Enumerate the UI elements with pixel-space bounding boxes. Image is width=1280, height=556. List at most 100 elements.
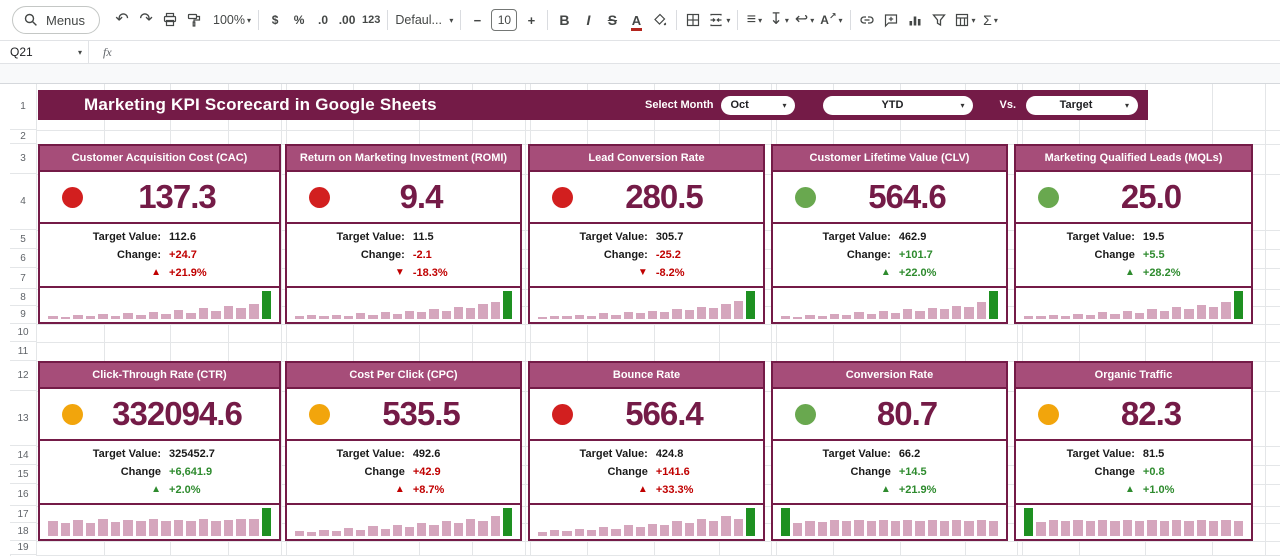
- kpi-card-9[interactable]: Conversion Rate 80.7 Target Value: 66.2 Chan…: [771, 361, 1008, 541]
- redo-button[interactable]: ↷: [134, 7, 158, 33]
- row-header-18[interactable]: 18: [10, 523, 36, 541]
- vertical-align-button[interactable]: ↧ ▾: [766, 7, 791, 33]
- target-value-row: Target Value: 492.6: [287, 445, 520, 463]
- borders-button[interactable]: [681, 7, 705, 33]
- stat-label: Target Value:: [579, 448, 648, 460]
- row-header-6[interactable]: 6: [10, 249, 36, 268]
- sparkline-bar: [1159, 311, 1169, 319]
- compare-dropdown[interactable]: Target ▾: [1026, 95, 1138, 115]
- format-percent-button[interactable]: %: [293, 13, 305, 27]
- sparkline-bar: [261, 508, 272, 536]
- kpi-card-4[interactable]: Customer Lifetime Value (CLV) 564.6 Target…: [771, 144, 1008, 324]
- kpi-card-2[interactable]: Return on Marketing Investment (ROMI) 9.4…: [285, 144, 522, 324]
- insert-chart-button[interactable]: [903, 7, 927, 33]
- row-header-12[interactable]: 12: [10, 361, 36, 391]
- sparkline-chart: [773, 505, 1006, 539]
- menus-button[interactable]: Menus: [12, 6, 101, 34]
- sparkline-bar: [611, 528, 621, 536]
- kpi-card-3[interactable]: Lead Conversion Rate 280.5 Target Value: 30…: [528, 144, 765, 324]
- menus-label: Menus: [46, 12, 86, 28]
- dashboard-banner: Marketing KPI Scorecard in Google Sheets…: [38, 90, 1148, 120]
- kpi-card-10[interactable]: Organic Traffic 82.3 Target Value: 81.5 Chan…: [1014, 361, 1253, 541]
- filter-views-button[interactable]: ▾: [951, 7, 979, 33]
- row-header-5[interactable]: 5: [10, 230, 36, 249]
- trend-pct: +28.2%: [1142, 267, 1181, 279]
- row-header-1[interactable]: 1: [10, 84, 36, 130]
- kpi-value-row: 9.4: [287, 172, 520, 224]
- row-header-2[interactable]: 2: [10, 130, 36, 144]
- zoom-select[interactable]: 100% ▾: [210, 7, 254, 33]
- strikethrough-button[interactable]: S: [607, 12, 618, 28]
- fx-label[interactable]: fx: [103, 44, 112, 59]
- sparkline-bar: [1036, 522, 1046, 536]
- italic-button[interactable]: I: [586, 12, 591, 28]
- row-header-11[interactable]: 11: [10, 342, 36, 361]
- row-header-16[interactable]: 16: [10, 484, 36, 506]
- stat-value: +14.5: [898, 466, 927, 478]
- horizontal-align-button[interactable]: ≡ ▾: [742, 7, 766, 33]
- cell-name-box[interactable]: Q21 ▾: [0, 41, 88, 63]
- row-header-14[interactable]: 14: [10, 446, 36, 465]
- kpi-card-6[interactable]: Click-Through Rate (CTR) 332094.6 Target V…: [38, 361, 281, 541]
- row-header-10[interactable]: 10: [10, 324, 36, 342]
- sparkline-bar: [890, 312, 901, 319]
- sparkline-bar: [368, 526, 378, 536]
- row-header-3[interactable]: 3: [10, 144, 36, 174]
- bold-button[interactable]: B: [559, 12, 570, 28]
- print-button[interactable]: [158, 7, 182, 33]
- create-filter-button[interactable]: [927, 7, 951, 33]
- kpi-card-1[interactable]: Customer Acquisition Cost (CAC) 137.3 Targ…: [38, 144, 281, 324]
- target-value-row: Target Value: 462.9: [773, 228, 1006, 246]
- row-header-4[interactable]: 4: [10, 174, 36, 230]
- increase-decimal-button[interactable]: .00: [338, 13, 356, 27]
- stat-value: 81.5: [1142, 448, 1165, 460]
- target-value-row: Target Value: 305.7: [530, 228, 763, 246]
- sparkline-bar: [866, 521, 876, 536]
- trend-arrow-icon: ▼: [394, 267, 405, 278]
- merge-cells-button[interactable]: ▾: [705, 7, 733, 33]
- sparkline-bar: [878, 311, 888, 319]
- sparkline-bar: [380, 528, 390, 536]
- sparkline-bar: [478, 304, 488, 319]
- kpi-card-7[interactable]: Cost Per Click (CPC) 535.5 Target Value: 49…: [285, 361, 522, 541]
- font-select[interactable]: Defaul... ▾: [392, 7, 456, 33]
- sparkline-bar: [161, 521, 171, 536]
- period-dropdown[interactable]: YTD ▾: [823, 95, 974, 115]
- undo-button[interactable]: ↶: [110, 7, 134, 33]
- format-currency-button[interactable]: $: [271, 13, 279, 27]
- sparkline-bar: [1122, 519, 1132, 536]
- text-color-button[interactable]: A: [624, 7, 648, 33]
- kpi-card-5[interactable]: Marketing Qualified Leads (MQLs) 25.0 Targ…: [1014, 144, 1253, 324]
- decrease-decimal-button[interactable]: .0: [318, 13, 329, 27]
- kpi-card-stats: Target Value: 66.2 Change +14.5 ▲ +21.9%: [773, 441, 1006, 505]
- insert-link-button[interactable]: [855, 7, 879, 33]
- functions-button[interactable]: Σ ▾: [979, 7, 1003, 33]
- row-header-8[interactable]: 8: [10, 289, 36, 306]
- row-header-9[interactable]: 9: [10, 306, 36, 324]
- row-header-15[interactable]: 15: [10, 465, 36, 484]
- kpi-card-8[interactable]: Bounce Rate 566.4 Target Value: 424.8 Change…: [528, 361, 765, 541]
- text-rotation-button[interactable]: A ↗ ▾: [817, 7, 845, 33]
- sparkline-bar: [1122, 310, 1132, 319]
- text-wrap-button[interactable]: ↩ ▾: [792, 7, 817, 33]
- row-header-19[interactable]: 19: [10, 541, 36, 555]
- row-header-13[interactable]: 13: [10, 391, 36, 446]
- row-header-7[interactable]: 7: [10, 268, 36, 289]
- row-header-17[interactable]: 17: [10, 506, 36, 523]
- sparkline-bar: [110, 522, 121, 536]
- paint-format-button[interactable]: [182, 7, 206, 33]
- trend-row: ▲ +21.9%: [40, 264, 279, 282]
- month-dropdown[interactable]: Oct ▾: [721, 95, 796, 115]
- fill-color-button[interactable]: [648, 7, 672, 33]
- increase-font-size-button[interactable]: +: [527, 12, 536, 28]
- decrease-font-size-button[interactable]: −: [473, 12, 482, 28]
- sparkline-bar: [85, 522, 96, 536]
- trend-arrow-icon: ▲: [880, 267, 891, 278]
- change-row: Change: -25.2: [530, 246, 763, 264]
- sparkline-chart: [40, 505, 279, 539]
- stat-label: Target Value:: [822, 448, 891, 460]
- number-format-button[interactable]: 123: [362, 14, 381, 26]
- font-size-input[interactable]: 10: [491, 9, 518, 31]
- insert-comment-button[interactable]: [879, 7, 903, 33]
